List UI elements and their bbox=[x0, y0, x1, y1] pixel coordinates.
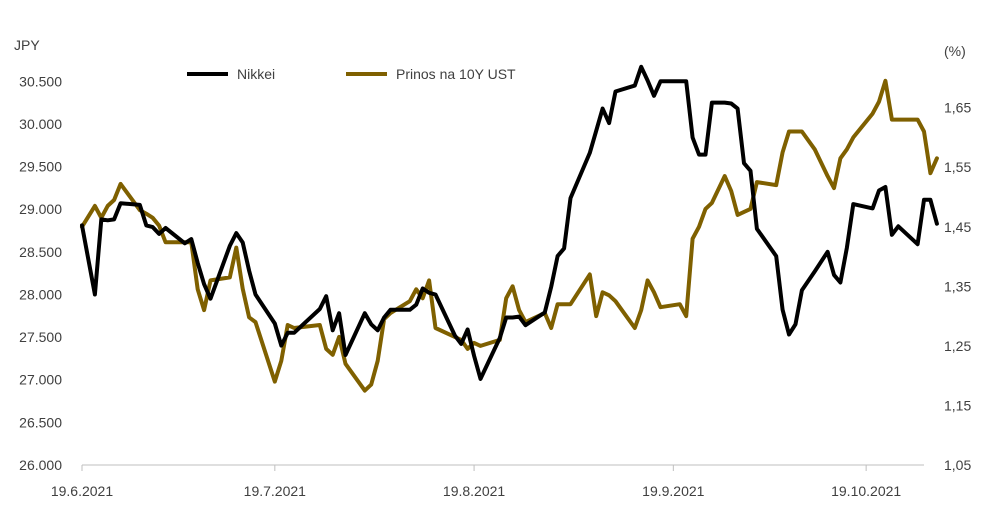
left-tick-label: 28.500 bbox=[19, 244, 62, 260]
right-tick-label: 1,55 bbox=[944, 159, 971, 175]
x-tick-label: 19.10.2021 bbox=[831, 483, 901, 499]
left-tick-label: 30.000 bbox=[19, 116, 62, 132]
left-tick-label: 27.500 bbox=[19, 329, 62, 345]
right-y-axis: 1,05 1,15 1,25 1,35 1,45 1,55 1,65 bbox=[944, 100, 971, 473]
series-line-ust-yield bbox=[80, 78, 939, 393]
legend-label-nikkei: Nikkei bbox=[237, 66, 275, 82]
legend: Nikkei Prinos na 10Y UST bbox=[187, 66, 516, 82]
left-axis-unit: JPY bbox=[14, 37, 40, 53]
left-tick-label: 29.500 bbox=[19, 159, 62, 175]
right-tick-label: 1,05 bbox=[944, 457, 971, 473]
x-tick-label: 19.8.2021 bbox=[443, 483, 505, 499]
left-tick-label: 30.500 bbox=[19, 73, 62, 89]
left-tick-label: 26.000 bbox=[19, 457, 62, 473]
right-axis-unit: (%) bbox=[944, 43, 966, 59]
x-tick-label: 19.7.2021 bbox=[244, 483, 306, 499]
right-tick-label: 1,65 bbox=[944, 100, 971, 116]
right-tick-label: 1,15 bbox=[944, 397, 971, 413]
x-tick-label: 19.9.2021 bbox=[642, 483, 704, 499]
left-tick-label: 26.500 bbox=[19, 414, 62, 430]
right-tick-label: 1,35 bbox=[944, 278, 971, 294]
left-tick-label: 27.000 bbox=[19, 372, 62, 388]
right-tick-label: 1,25 bbox=[944, 338, 971, 354]
right-tick-label: 1,45 bbox=[944, 219, 971, 235]
series-line-nikkei bbox=[80, 64, 939, 381]
x-axis: 19.6.2021 19.7.2021 19.8.2021 19.9.2021 19.1… bbox=[51, 464, 924, 499]
x-tick-label: 19.6.2021 bbox=[51, 483, 113, 499]
left-tick-label: 28.000 bbox=[19, 286, 62, 302]
plot-area bbox=[80, 64, 939, 393]
legend-label-ust-yield: Prinos na 10Y UST bbox=[396, 66, 516, 82]
left-tick-label: 29.000 bbox=[19, 201, 62, 217]
left-y-axis: 26.000 26.500 27.000 27.500 28.000 28.500 29.0… bbox=[19, 73, 62, 473]
